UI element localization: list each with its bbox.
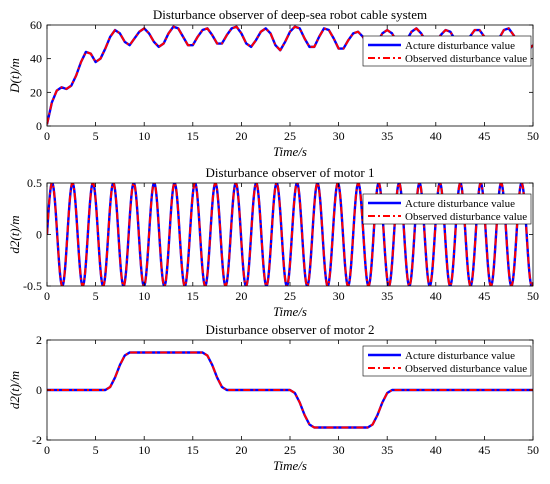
chart-title: Disturbance observer of deep-sea robot c… (153, 7, 427, 22)
series-group (47, 25, 533, 125)
observed-series-line (47, 25, 533, 125)
x-tick-label: 45 (478, 129, 490, 143)
x-tick-label: 30 (333, 443, 345, 457)
legend-entry: Acture disturbance value (405, 40, 515, 52)
x-tick-label: 35 (381, 443, 393, 457)
y-tick-label: 40 (30, 52, 42, 66)
x-tick-label: 0 (44, 443, 50, 457)
x-tick-label: 45 (478, 289, 490, 303)
x-tick-label: 50 (527, 289, 539, 303)
x-tick-label: 15 (187, 129, 199, 143)
y-tick-label: 20 (30, 85, 42, 99)
y-axis-label: D(t)/m (7, 58, 22, 94)
x-tick-label: 20 (235, 129, 247, 143)
series-group (47, 183, 533, 286)
x-tick-label: 20 (235, 289, 247, 303)
legend-entry: Observed disturbance value (405, 211, 527, 223)
x-tick-label: 45 (478, 443, 490, 457)
x-tick-label: 20 (235, 443, 247, 457)
observed-series-line (47, 183, 533, 286)
y-tick-label: -2 (32, 433, 42, 447)
legend-entry: Acture disturbance value (405, 198, 515, 210)
y-tick-label: 0 (36, 228, 42, 242)
x-tick-label: 25 (284, 443, 296, 457)
x-tick-label: 50 (527, 443, 539, 457)
x-tick-label: 10 (138, 443, 150, 457)
x-axis-label: Time/s (273, 144, 307, 159)
x-tick-label: 15 (187, 443, 199, 457)
x-tick-label: 5 (93, 289, 99, 303)
x-tick-label: 10 (138, 289, 150, 303)
legend-entry: Observed disturbance value (405, 363, 527, 375)
y-tick-label: 2 (36, 333, 42, 347)
legend-box (362, 35, 532, 67)
x-tick-label: 35 (381, 289, 393, 303)
chart-panel-2: Disturbance observer of motor 1 0 5 10 15 20 2… (7, 165, 539, 319)
x-tick-label: 30 (333, 129, 345, 143)
observed-series-line (47, 351, 533, 429)
y-axis-label: d2(t)/m (7, 371, 22, 409)
y-tick-label: 60 (30, 18, 42, 32)
chart-panel-3: Disturbance observer of motor 20 5 10 15 20 2… (7, 322, 539, 473)
y-tick-label: 0.5 (27, 176, 42, 190)
x-tick-label: 40 (430, 443, 442, 457)
chart-title: Disturbance observer of motor 2 (206, 322, 375, 337)
series-group (47, 351, 533, 429)
x-tick-label: 0 (44, 289, 50, 303)
x-axis-label: Time/s (273, 458, 307, 473)
y-tick-label: -0.5 (23, 279, 42, 293)
chart-title: Disturbance observer of motor 1 (206, 165, 375, 180)
y-tick-label: 0 (36, 383, 42, 397)
y-axis-label: d2(t)/m (7, 215, 22, 253)
y-tick-label: 0 (36, 119, 42, 133)
x-tick-label: 15 (187, 289, 199, 303)
legend-entry: Acture disturbance value (405, 350, 515, 362)
x-tick-label: 30 (333, 289, 345, 303)
x-tick-label: 25 (284, 129, 296, 143)
x-tick-label: 5 (93, 443, 99, 457)
x-tick-label: 5 (93, 129, 99, 143)
chart-panel-1: Disturbance observer of deep-sea robot c… (7, 7, 539, 159)
x-tick-label: 40 (430, 129, 442, 143)
legend-entry: Observed disturbance value (405, 53, 527, 65)
x-tick-label: 25 (284, 289, 296, 303)
x-tick-label: 40 (430, 289, 442, 303)
x-axis-label: Time/s (273, 304, 307, 319)
x-tick-label: 35 (381, 129, 393, 143)
x-tick-label: 10 (138, 129, 150, 143)
x-tick-label: 50 (527, 129, 539, 143)
legend-box (362, 345, 532, 377)
x-tick-label: 0 (44, 129, 50, 143)
legend-box (362, 193, 532, 225)
